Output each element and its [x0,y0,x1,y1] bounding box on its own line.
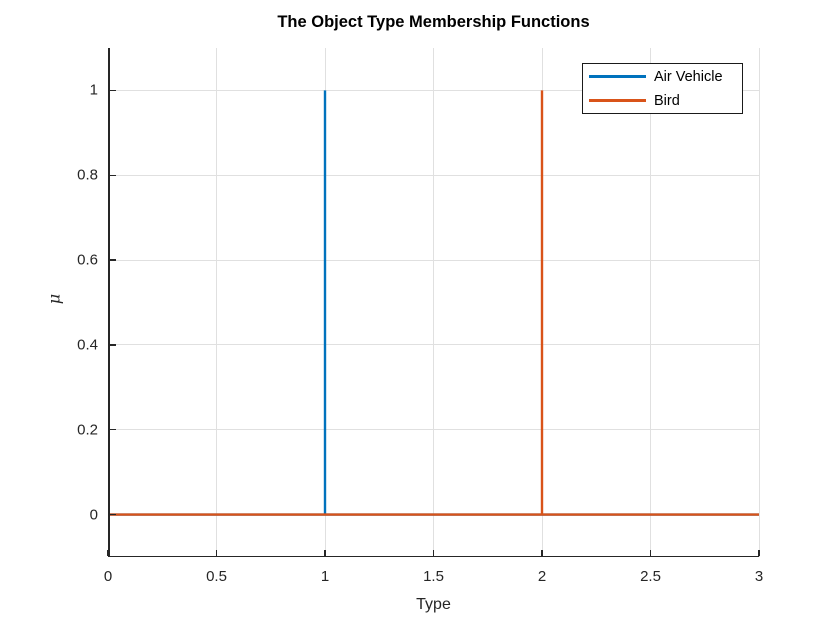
x-tick-mark [758,549,760,556]
plot-area: 0 0.5 1 1.5 2 2.5 3 0 0.2 0.4 0.6 0.8 1 [77,48,763,585]
x-tick-label: 1.5 [423,568,444,585]
x-tick-mark [541,549,543,556]
y-tick-mark [109,513,116,516]
x-tick-mark [107,549,109,556]
series-plot [108,90,759,516]
y-tick-mark [109,429,116,431]
y-tick-label: 0.2 [77,421,98,439]
legend-entry-bird: Bird [589,89,742,113]
legend-line-sample [589,99,646,102]
y-tick-label: 1 [89,81,98,99]
x-tick-label: 0 [103,568,113,585]
y-gridline [108,174,759,176]
legend-entry-air-vehicle: Air Vehicle [589,65,742,89]
x-tick-label: 3 [754,568,764,585]
x-tick-label: 1 [320,568,330,585]
x-gridline [758,48,760,557]
x-tick-mark [324,549,326,556]
y-axis-spine [108,48,110,557]
y-gridline [108,429,759,431]
y-tick-mark [109,89,116,91]
y-gridline [108,259,759,261]
x-tick-mark [432,549,435,556]
chart-title: The Object Type Membership Functions [277,13,590,31]
y-tick-label: 0.6 [77,251,98,269]
y-tick-label: 0 [89,506,98,524]
x-tick-mark [215,549,218,556]
x-gridline [216,48,217,557]
x-tick-mark [649,549,652,556]
x-gridline [433,48,434,557]
legend-label: Air Vehicle [654,68,723,85]
y-tick-mark [109,259,116,261]
y-axis-label: μ [44,293,64,305]
y-tick-label: 0.4 [77,336,98,354]
x-axis-spine [108,555,759,557]
y-gridline [108,89,759,91]
y-gridline [108,344,759,346]
x-gridline [650,48,651,557]
x-tick-label: 0.5 [206,568,227,585]
series-line-bird [108,90,759,516]
legend: Air Vehicle Bird [582,63,743,114]
legend-line-sample [589,75,646,78]
x-tick-label: 2.5 [640,568,661,585]
y-tick-label: 0.8 [77,166,98,184]
y-tick-mark [109,174,116,176]
x-tick-label: 2 [537,568,547,585]
series-line-air-vehicle [108,90,759,516]
x-axis-label: Type [416,596,451,613]
y-tick-mark [109,344,116,346]
legend-label: Bird [654,92,680,109]
